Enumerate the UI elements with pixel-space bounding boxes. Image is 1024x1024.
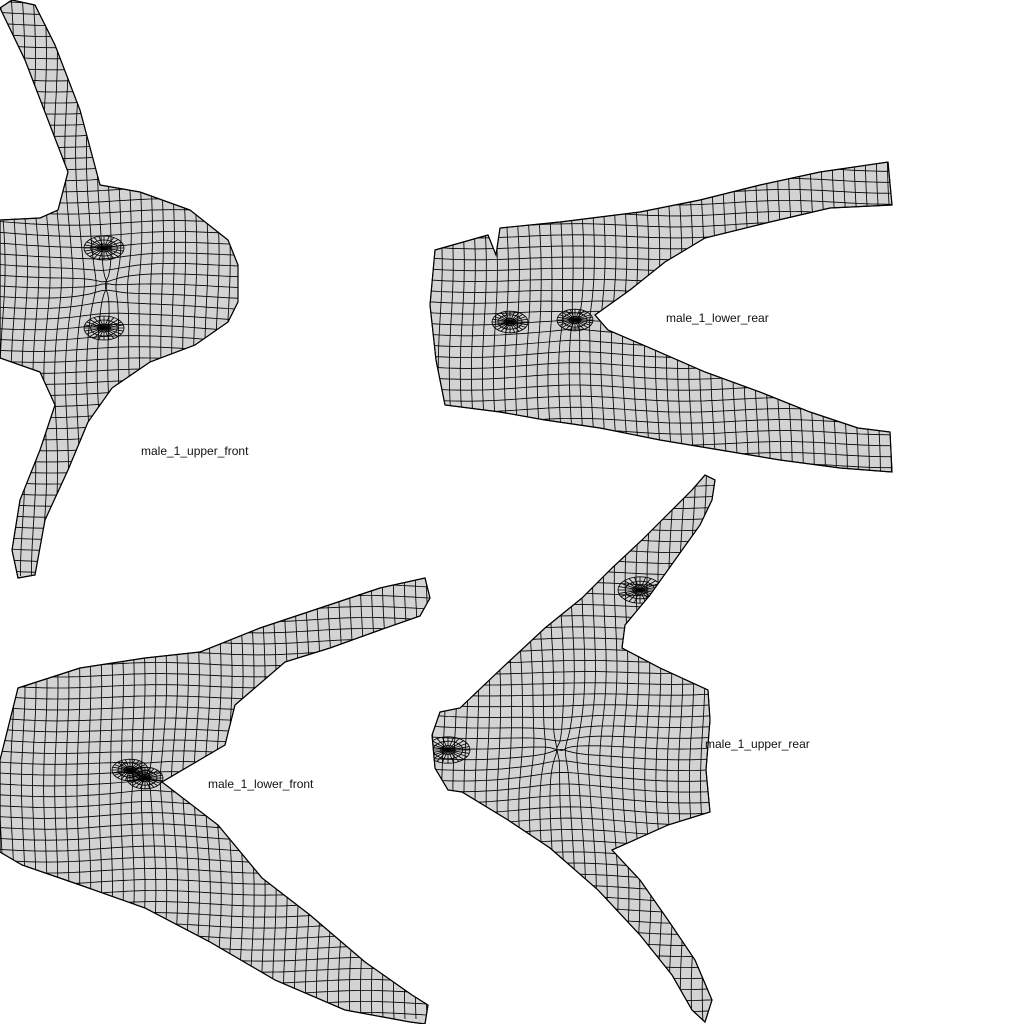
panel-lower-front [0, 577, 431, 1024]
panel-upper-front [0, 0, 239, 579]
mesh-lower-front [0, 578, 430, 1020]
panel-label-lower-front: male_1_lower_front [208, 777, 314, 791]
panel-lower-rear [429, 161, 893, 473]
panel-label-lower-rear: male_1_lower_rear [666, 311, 769, 325]
panel-label-upper-front: male_1_upper_front [141, 444, 249, 458]
panel-label-upper-rear: male_1_upper_rear [705, 737, 810, 751]
panel-upper-rear [431, 474, 716, 1023]
